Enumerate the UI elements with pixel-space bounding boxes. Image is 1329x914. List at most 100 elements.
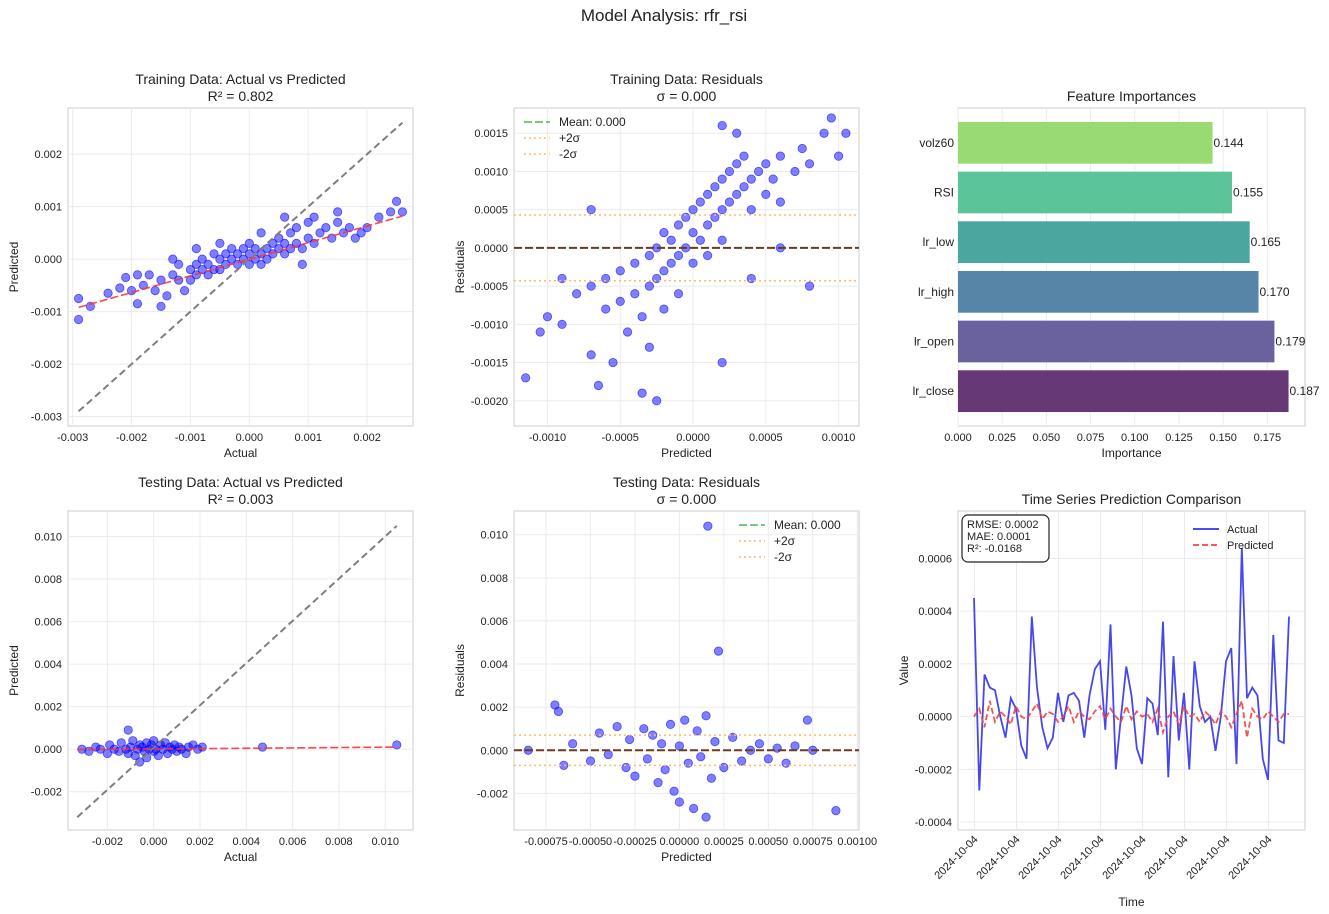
data-point [333,217,343,227]
data-point [637,312,647,322]
y-axis-label-3: Predicted [7,645,21,696]
x-tick-label: 0.125 [1165,432,1193,444]
y-tick-label: 0.0010 [474,166,508,178]
y-tick-label: 0.008 [480,573,508,585]
legend-4: Mean: 0.000 +2σ -2σ [739,518,841,564]
bar-value-label: 0.144 [1214,136,1244,150]
identity-line [77,121,404,413]
y-tick-label: lr_low [923,235,955,249]
data-point [356,228,366,238]
x-tick-label: 0.000 [140,836,168,848]
data-point [185,265,196,275]
y-tick-label: 0.006 [34,617,62,629]
data-point [797,143,807,154]
data-point [732,189,742,199]
x-axis-label-5: Time [1118,895,1145,909]
data-point [586,350,596,360]
data-point [710,737,720,747]
data-point [834,151,844,161]
y-tick-label: -0.0015 [471,358,508,370]
data-point [280,212,290,222]
y-tick-label: -0.002 [477,788,508,800]
plot-area-5 [957,510,1306,831]
data-point [571,289,582,299]
legend-1: Mean: 0.000 +2σ -2σ [524,115,626,161]
data-point [227,244,237,254]
data-point [102,748,112,759]
chart-subtitle-4: σ = 0.000 [657,491,717,507]
data-point [197,742,207,752]
legend-label: Actual [1227,524,1258,536]
x-tick-label: -0.0010 [529,432,566,444]
regression-line [77,746,397,751]
data-point [191,259,201,269]
data-point [717,357,727,368]
data-point [135,757,145,767]
data-point [637,388,647,398]
data-point [603,749,613,760]
data-point [215,254,225,264]
data-point [739,151,749,161]
data-point [586,281,596,291]
data-point [728,732,738,742]
data-point [659,228,669,238]
x-tick-label: 0.0005 [749,432,783,444]
data-point [238,244,249,254]
data-point [713,646,724,656]
data-point [703,521,713,531]
y-tick-label: 0.0006 [918,553,952,565]
chart-title-0: Training Data: Actual vs Predicted [135,71,345,87]
metrics-text: R²: -0.0168 [967,543,1022,555]
data-point [203,259,213,269]
data-point [174,259,184,269]
data-point [710,182,720,192]
bar-value-label: 0.170 [1260,285,1290,299]
x-tick-label: 2024-10-04 [974,834,1022,882]
chart-3: -0.002 0.000 0.002 0.004 0.006 0.008 0.010 -0.0… [7,474,414,864]
chart-title-1: Training Data: Residuals [610,71,763,87]
data-point [374,212,384,222]
plot-area-3 [67,510,414,831]
x-tick-label: 2024-10-04 [1142,834,1190,882]
x-tick-label: 2024-10-04 [1226,834,1274,882]
data-point [630,258,640,268]
data-point [121,272,131,283]
bar-value-label: 0.179 [1275,335,1305,349]
x-tick-label: -0.003 [57,432,88,444]
data-point [179,286,190,296]
data-point [701,812,711,822]
data-point [280,238,290,248]
data-point [737,756,747,766]
y-tick-label: -0.0010 [471,319,508,331]
data-point [644,342,654,352]
data-point [775,151,785,161]
data-point [315,228,325,238]
data-point [644,250,654,261]
chart-subtitle-1: σ = 0.000 [657,88,717,104]
data-point [768,174,778,184]
bar [958,171,1232,214]
x-tick-label: 2024-10-04 [1016,834,1064,882]
y-tick-label: 0.004 [34,659,62,671]
y-tick-label: 0.002 [480,702,508,714]
y-tick-label: 0.006 [480,616,508,628]
x-tick-label: 0.001 [294,432,322,444]
data-point [673,250,684,261]
data-point [601,304,611,314]
data-point [103,288,113,298]
bar-value-label: 0.155 [1233,186,1263,200]
y-axis-label-1: Residuals [453,241,467,294]
data-point [680,715,690,725]
chart-title-4: Testing Data: Residuals [613,474,760,490]
data-point [683,758,693,768]
bar [958,320,1275,363]
y-tick-label: 0.001 [34,202,62,214]
x-tick-label: 2024-10-04 [932,834,980,882]
y-tick-label: 0.010 [480,530,508,542]
data-point [732,159,742,169]
data-point [197,254,207,264]
data-point [761,189,771,199]
legend-label: +2σ [559,131,581,145]
data-point [653,777,663,788]
